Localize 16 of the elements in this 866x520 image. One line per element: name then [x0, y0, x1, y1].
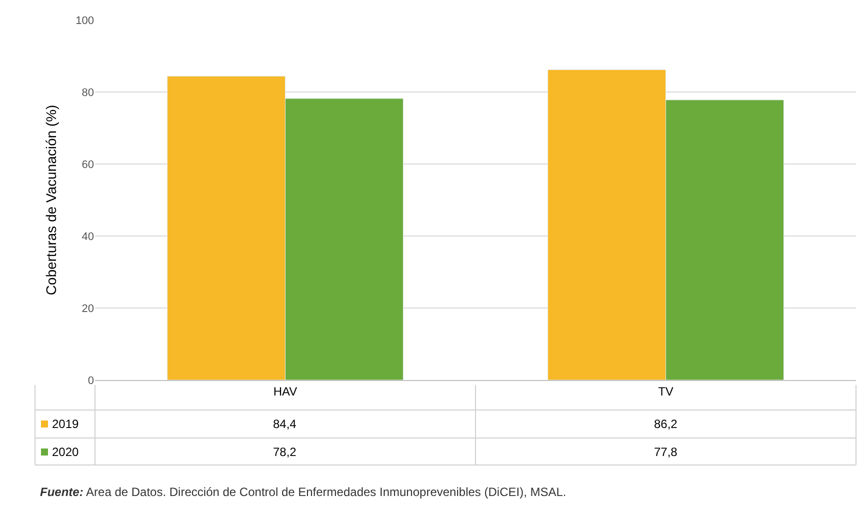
x-tick-label: TV [658, 384, 674, 398]
x-tick-label: HAV [273, 384, 298, 398]
y-tick-label: 20 [82, 302, 94, 315]
y-axis-title: Coberturas de Vacunación (%) [43, 104, 60, 296]
legend-label: 2019 [52, 417, 80, 431]
source-note: Fuente: Area de Datos. Dirección de Control de Enfermedades Inmunoprevenibles (DiCEI), MSAL. [40, 485, 566, 499]
data-label: 84,4 [273, 417, 297, 431]
y-tick-label: 0 [88, 374, 94, 387]
y-tick-label: 60 [82, 158, 94, 171]
y-tick-label: 100 [76, 14, 94, 27]
y-tick-label: 40 [82, 230, 94, 243]
y-tick-label: 80 [82, 86, 94, 99]
data-label: 78,2 [273, 445, 297, 459]
legend-label: 2020 [52, 445, 80, 459]
data-label: 86,2 [654, 417, 678, 431]
data-label: 77,8 [654, 445, 678, 459]
